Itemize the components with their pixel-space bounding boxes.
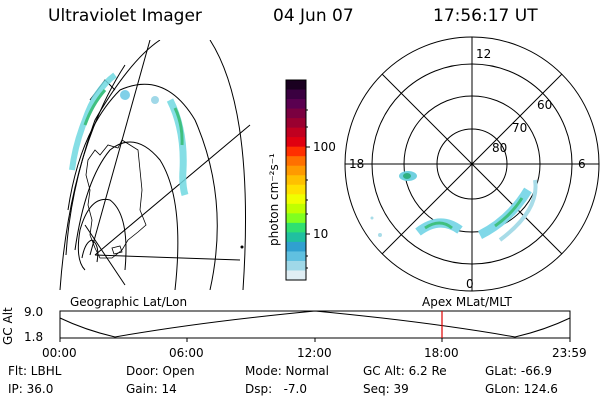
mlat-label-60: 60 [537,98,553,112]
coastline [85,139,147,259]
colorbar-segment [286,80,306,91]
altitude-curve [59,310,571,338]
timeline-plot [59,310,571,342]
door-status: Door: Open [126,364,195,378]
colorbar-segment [286,184,306,195]
filter-status: Flt: LBHL [8,364,62,378]
colorbar-segment [286,156,306,167]
geographic-map [59,40,251,290]
seq-status: Seq: 39 [363,382,409,396]
coastline [111,245,123,255]
geo-grid-line [84,224,126,286]
aurora-geo [69,72,244,249]
mlt-label-0: 0 [466,277,474,291]
time-label: 17:56:17 UT [433,6,538,26]
colorbar-segment [286,99,306,110]
glon-status: GLon: 124.6 [485,382,558,396]
colorbar-segment [286,118,306,129]
timeline-frame [59,310,571,339]
timeline-x-tick: 00:00 [42,346,77,360]
timeline-x-tick: 12:00 [297,346,332,360]
geo-grid-line [67,83,218,290]
geo-grid-line [94,254,241,261]
instrument-title: Ultraviolet Imager [48,6,202,26]
mlat-label-80: 80 [492,141,508,155]
geo-grid-line [65,40,161,256]
colorbar-segment [286,241,306,253]
timeline-y-tick: 1.8 [24,330,44,344]
colorbar-segment [286,232,306,243]
colorbar-segment [286,165,306,176]
geo-grid-line [74,141,179,290]
ip-status: IP: 36.0 [8,382,54,396]
colorbar-segment [286,137,306,148]
mlt-label-18: 18 [349,157,365,171]
colorbar-segment [286,270,306,281]
gc-alt-status: GC Alt: 6.2 Re [363,364,447,378]
colorbar-tick-label: 10 [313,227,329,241]
colorbar-segment [286,127,306,138]
date-label: 04 Jun 07 [273,6,354,26]
colorbar-segment [286,194,306,205]
colorbar-segment [286,89,306,100]
geo-projection-label: Geographic Lat/Lon [70,295,188,309]
colorbar-segment [286,146,306,157]
colorbar-segment [286,222,306,233]
geo-grid-line [209,40,246,290]
mlt-label-12: 12 [476,47,492,61]
timeline-x-tick: 06:00 [169,346,204,360]
aurora-polar [370,171,538,242]
apex-projection-label: Apex MLat/MLT [422,295,512,309]
colorbar [286,80,306,281]
mode-status: Mode: Normal [245,364,329,378]
geo-grid-line [77,198,127,271]
timeline-axis-label: GC Alt [1,307,15,345]
geo-grid-line [81,239,99,263]
mlt-label-6: 6 [578,157,586,171]
colorbar-segment [286,213,306,224]
colorbar-segment [286,260,306,272]
colorbar-segment [286,203,306,214]
dsp-status: Dsp: -7.0 [245,382,308,396]
gain-status: Gain: 14 [126,382,177,396]
timeline-y-tick: 9.0 [24,305,44,319]
colorbar-segment [286,175,306,186]
timeline-x-tick: 18:00 [424,346,459,360]
colorbar-tick-label: 100 [313,140,336,154]
geo-grid-line [89,40,151,256]
polar-plot [344,36,600,292]
geo-grid-line [94,124,251,256]
colorbar-segment [286,251,306,262]
timeline-x-tick: 23:59 [552,346,587,360]
mlat-label-70: 70 [512,121,528,135]
glat-status: GLat: -66.9 [485,364,552,378]
colorbar-segment [286,108,306,119]
colorbar-unit-label: photon cm⁻²s⁻¹ [267,153,281,246]
